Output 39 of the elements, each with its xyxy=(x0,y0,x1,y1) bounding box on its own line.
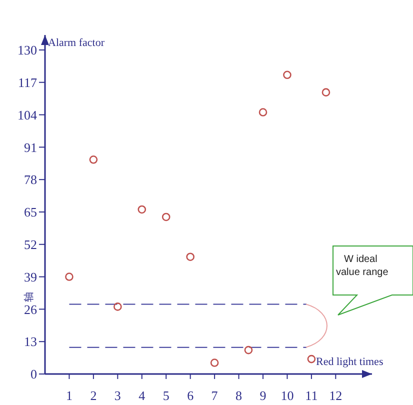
x-tick-label: 8 xyxy=(236,388,242,404)
point xyxy=(307,354,316,364)
y-tick-label: 39 xyxy=(24,269,37,284)
y-tick-label: 104 xyxy=(18,107,38,122)
point xyxy=(210,358,219,367)
x-tick-label: 12 xyxy=(329,388,342,404)
x-tick-label: 11 xyxy=(305,388,318,404)
y-tick-label: 117 xyxy=(18,74,38,90)
point xyxy=(138,205,146,214)
x-tick-label: 3 xyxy=(114,388,121,404)
x-tick-label: 5 xyxy=(162,388,170,404)
x-tick-label: 10 xyxy=(280,388,294,404)
x-tick-label: 9 xyxy=(260,388,266,404)
x-axis-title: Red light times xyxy=(316,356,384,368)
point xyxy=(114,302,122,311)
text: 轴 xyxy=(22,292,36,302)
y-tick-label: 0 xyxy=(30,366,37,382)
y-tick-label: 13 xyxy=(24,334,37,350)
x-tick-label: 4 xyxy=(138,388,146,404)
y-tick-label: 130 xyxy=(18,42,37,58)
y-tick-label: 78 xyxy=(24,172,37,188)
x-tick-label: 1 xyxy=(66,388,72,404)
x-tick-label: 2 xyxy=(90,388,97,404)
point xyxy=(89,155,98,164)
point xyxy=(283,70,292,80)
point xyxy=(186,252,194,261)
x-tick-label: 6 xyxy=(187,388,194,404)
point xyxy=(258,108,268,116)
x-tick-label: 7 xyxy=(211,388,218,404)
point xyxy=(162,212,170,222)
point xyxy=(244,346,253,354)
y-tick-label: 26 xyxy=(24,302,38,317)
annotation: W ideal value range xyxy=(336,253,390,279)
y-axis-title: Alarm factor xyxy=(48,37,104,49)
y-tick-label: 52 xyxy=(24,236,37,252)
point xyxy=(65,272,74,281)
y-tick-label: 65 xyxy=(24,204,37,220)
point xyxy=(322,88,330,96)
y-tick-label: 91 xyxy=(24,140,37,155)
